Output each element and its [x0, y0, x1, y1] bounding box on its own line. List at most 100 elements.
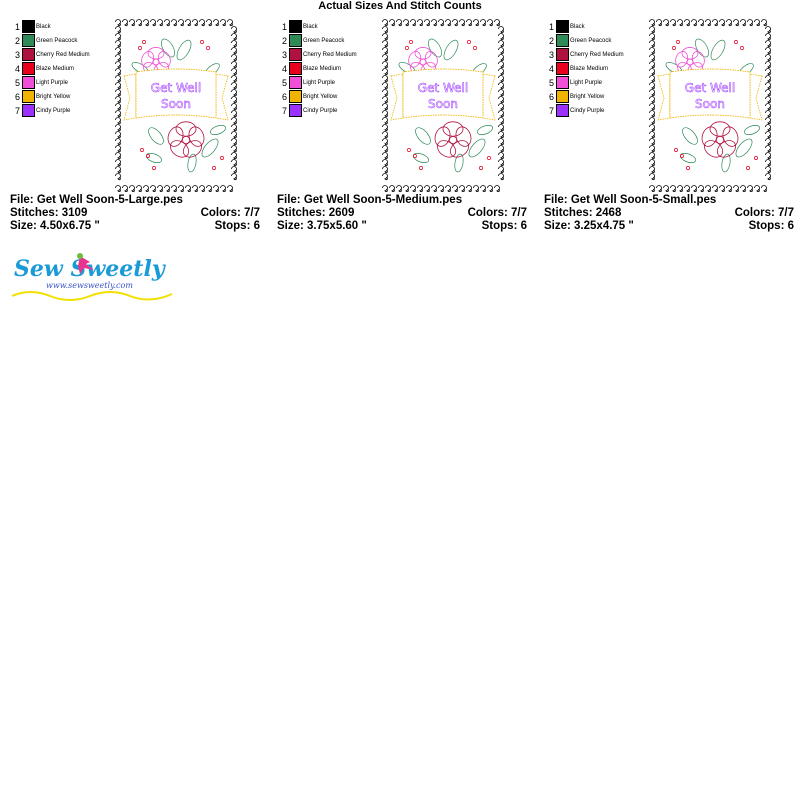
banner-text-line1: Get Well — [418, 81, 468, 95]
banner-text-line1: Get Well — [685, 81, 735, 95]
swatch-row: 6 Bright Yellow — [10, 90, 110, 104]
swirl-mark — [231, 47, 237, 55]
swatch-row: 1 Black — [277, 20, 377, 34]
swirl-mark — [649, 33, 655, 41]
petal — [167, 126, 184, 147]
color-swatch — [289, 90, 302, 103]
swirl-mark — [445, 19, 451, 27]
swatch-number: 3 — [14, 50, 20, 60]
color-swatch — [556, 104, 569, 117]
color-swatch — [556, 90, 569, 103]
berry — [146, 154, 150, 158]
berry — [407, 148, 411, 152]
swatch-name: Light Purple — [36, 80, 69, 86]
swirl-mark — [649, 40, 655, 48]
berry — [676, 40, 680, 44]
swirl-mark — [494, 19, 500, 27]
swirl-mark — [231, 89, 237, 97]
swirl-mark — [213, 19, 219, 27]
swirl-mark — [649, 103, 655, 111]
stop-count: Stops: 6 — [481, 220, 527, 232]
swirl-mark — [382, 82, 388, 90]
swirl-mark — [765, 26, 771, 34]
color-count: Colors: 7/7 — [467, 207, 527, 219]
swirl-mark — [656, 19, 662, 27]
swirl-mark — [382, 61, 388, 69]
swirl-mark — [115, 26, 121, 34]
color-swatch — [22, 48, 35, 61]
swirl-mark — [498, 173, 504, 181]
banner-right-tail — [215, 73, 229, 121]
berry — [152, 166, 156, 170]
embroidery-design-preview: Get Well Soon — [115, 19, 237, 192]
swirl-mark — [164, 185, 170, 192]
swirl-mark — [206, 19, 212, 27]
swirl-mark — [115, 185, 121, 192]
design-size: Size: 3.75x5.60 " — [277, 220, 367, 232]
swirl-mark — [663, 19, 669, 27]
swirl-mark — [382, 96, 388, 104]
petal — [434, 126, 451, 147]
swirl-mark — [473, 185, 479, 192]
file-name: File: Get Well Soon-5-Small.pes — [544, 194, 717, 206]
berry — [680, 154, 684, 158]
swirl-mark — [115, 68, 121, 76]
swirl-mark — [389, 19, 395, 27]
swatch-name: Bright Yellow — [36, 94, 71, 100]
swirl-mark — [670, 185, 676, 192]
swirl-mark — [382, 110, 388, 118]
color-swatch — [22, 34, 35, 47]
swirl-mark — [171, 185, 177, 192]
berry — [405, 46, 409, 50]
leaf — [735, 138, 753, 158]
swirl-mark — [498, 75, 504, 83]
leaf — [210, 125, 226, 135]
swirl-mark — [231, 54, 237, 62]
berry — [419, 166, 423, 170]
swirl-mark — [740, 19, 746, 27]
color-swatch — [22, 20, 35, 33]
swirl-mark — [382, 68, 388, 76]
swatch-row: 7 Cindy Purple — [544, 104, 644, 118]
petal — [681, 47, 699, 60]
swirl-mark — [765, 96, 771, 104]
swatch-row: 1 Black — [10, 20, 110, 34]
banner-text-line1: Get Well — [151, 81, 201, 95]
leaf — [695, 38, 709, 58]
leaf — [187, 153, 197, 173]
swirl-mark — [231, 124, 237, 132]
berry — [413, 154, 417, 158]
petal — [442, 121, 464, 137]
swirl-mark — [466, 19, 472, 27]
petal — [188, 126, 205, 147]
swirl-mark — [498, 33, 504, 41]
swatch-number: 6 — [14, 92, 20, 102]
flower-center — [716, 136, 724, 144]
swirl-mark — [424, 185, 430, 192]
swirl-mark — [480, 19, 486, 27]
petal — [722, 126, 739, 147]
leaf — [682, 127, 698, 145]
hummingbird-icon — [78, 256, 94, 274]
swatch-row: 7 Cindy Purple — [10, 104, 110, 118]
swatch-row: 7 Cindy Purple — [277, 104, 377, 118]
berry — [479, 166, 483, 170]
swirl-mark — [765, 68, 771, 76]
swirl-mark — [726, 19, 732, 27]
swirl-mark — [143, 19, 149, 27]
swirl-mark — [498, 117, 504, 125]
swatch-number: 2 — [548, 36, 554, 46]
color-swatch — [556, 20, 569, 33]
swirl-mark — [747, 185, 753, 192]
banner-left-tail — [390, 73, 404, 121]
berry — [734, 40, 738, 44]
color-swatch — [22, 104, 35, 117]
swirl-mark — [498, 159, 504, 167]
swatch-row: 5 Light Purple — [277, 76, 377, 90]
berry — [220, 156, 224, 160]
swirl-mark — [498, 110, 504, 118]
swirl-mark — [403, 185, 409, 192]
color-swatch — [556, 76, 569, 89]
swatch-name: Black — [36, 24, 51, 30]
swatch-row: 3 Cherry Red Medium — [10, 48, 110, 62]
